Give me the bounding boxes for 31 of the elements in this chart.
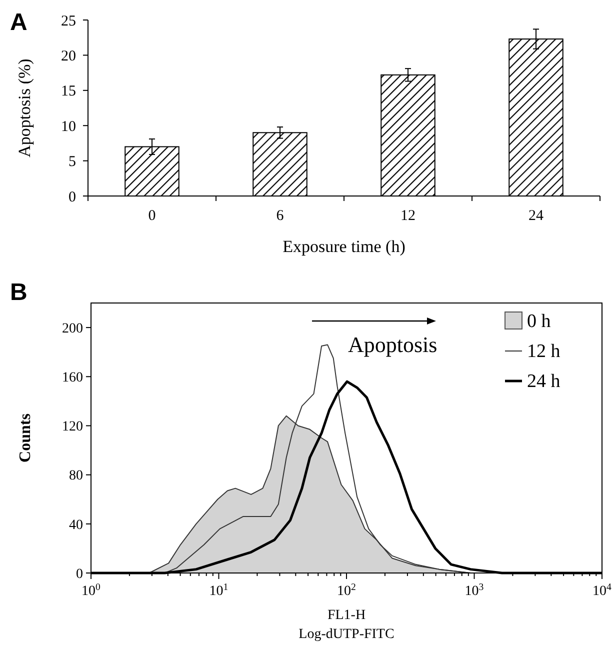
x-tick-label: 6: [276, 208, 284, 224]
x-tick-label: 24: [528, 208, 544, 224]
x-axis-title: FL1-H Log-dUTP-FITC: [298, 608, 394, 642]
y-tick-label: 20: [61, 48, 76, 64]
y-tick-label: 5: [68, 154, 76, 170]
y-axis-title: Counts: [17, 414, 34, 462]
y-tick-label: 0: [76, 566, 83, 582]
x-axis-title: Exposure time (h): [282, 237, 406, 256]
y-tick-label: 80: [69, 468, 83, 484]
y-axis-title: Apoptosis (%): [15, 58, 34, 158]
x-tick-label: 0: [148, 208, 156, 224]
y-tick-label: 200: [62, 321, 83, 336]
legend-label: 12 h: [527, 341, 561, 362]
x-tick-label: 10$^{0}$: [82, 582, 101, 599]
annotation: Apoptosis: [348, 332, 438, 357]
legend-label: 0 h: [527, 311, 552, 332]
x-tick-label: 10$^{4}$: [592, 582, 612, 599]
x-tick-label: 10$^{3}$: [464, 582, 484, 599]
y-tick-label: 0: [68, 189, 76, 206]
x-tick-label: 12: [400, 208, 416, 224]
text: B: [10, 279, 28, 306]
x-tick-label: 10$^{2}$: [337, 582, 356, 599]
y-tick-label: 25: [61, 13, 76, 30]
y-tick-label: 40: [69, 518, 83, 533]
text: A: [10, 9, 28, 36]
x-tick-label: 10$^{1}$: [209, 582, 228, 599]
y-tick-label: 160: [62, 370, 83, 386]
y-tick-label: 10: [61, 118, 76, 135]
y-tick-label: 120: [62, 420, 83, 435]
y-tick-label: 15: [61, 84, 76, 100]
legend-label: 24 h: [527, 371, 561, 392]
